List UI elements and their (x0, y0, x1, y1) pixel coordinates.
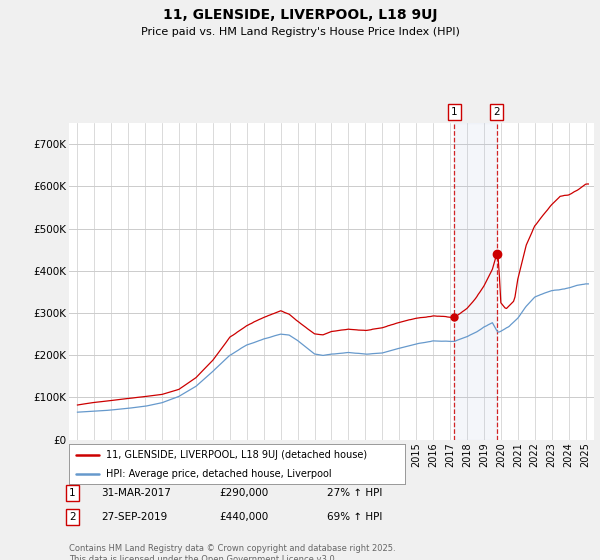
Text: 69% ↑ HPI: 69% ↑ HPI (327, 512, 382, 522)
Text: £290,000: £290,000 (219, 488, 268, 498)
Text: 2: 2 (493, 107, 500, 117)
Text: Price paid vs. HM Land Registry's House Price Index (HPI): Price paid vs. HM Land Registry's House … (140, 27, 460, 37)
Text: 11, GLENSIDE, LIVERPOOL, L18 9UJ: 11, GLENSIDE, LIVERPOOL, L18 9UJ (163, 8, 437, 22)
Bar (454, 123, 497, 440)
Text: £440,000: £440,000 (219, 512, 268, 522)
Text: 27% ↑ HPI: 27% ↑ HPI (327, 488, 382, 498)
Text: 27-SEP-2019: 27-SEP-2019 (101, 512, 167, 522)
Text: 31-MAR-2017: 31-MAR-2017 (101, 488, 170, 498)
Text: 2: 2 (69, 512, 76, 522)
Text: 1: 1 (451, 107, 458, 117)
Text: Contains HM Land Registry data © Crown copyright and database right 2025.
This d: Contains HM Land Registry data © Crown c… (69, 544, 395, 560)
Text: 1: 1 (69, 488, 76, 498)
Text: 11, GLENSIDE, LIVERPOOL, L18 9UJ (detached house): 11, GLENSIDE, LIVERPOOL, L18 9UJ (detach… (106, 450, 367, 460)
Text: HPI: Average price, detached house, Liverpool: HPI: Average price, detached house, Live… (106, 469, 332, 479)
